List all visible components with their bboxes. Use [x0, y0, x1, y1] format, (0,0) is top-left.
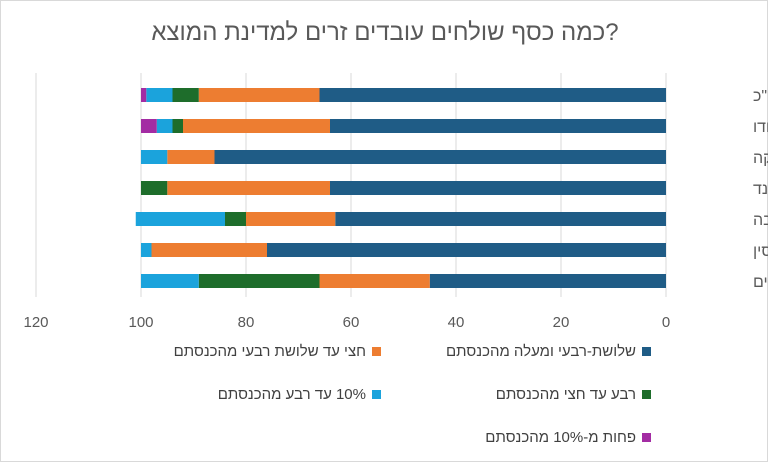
legend-item: חצי עד שלושת רבעי מהכנסתם: [174, 343, 381, 360]
bar-segment-row4-series2: [225, 212, 246, 226]
bar-segment-row3-series2: [141, 181, 168, 195]
legend-item: 10% עד רבע מהכנסתם: [218, 386, 381, 403]
bar-segment-row6-series0: [429, 274, 666, 288]
bar-segment-row0-series0: [319, 88, 666, 102]
category-label: הודו: [753, 119, 768, 136]
bar-segment-row3-series0: [330, 181, 666, 195]
category-label: סין: [753, 243, 768, 260]
bar-segment-row6-series3: [141, 274, 199, 288]
bar-segment-row4-series3: [135, 212, 225, 226]
legend-swatch: [642, 347, 651, 356]
legend-label: שלושת-רבעי ומעלה מהכנסתם: [446, 343, 636, 360]
bar-segment-row5-series0: [267, 243, 666, 257]
bar-segment-row1-series0: [330, 119, 666, 133]
category-label: פיליפינים: [753, 273, 768, 291]
bar-segment-row0-series2: [172, 88, 199, 102]
legend-swatch: [642, 390, 651, 399]
legend-swatch: [642, 433, 651, 442]
bar-segment-row1-series1: [183, 119, 330, 133]
bar-segment-row0-series3: [146, 88, 173, 102]
bar-segment-row1-series2: [172, 119, 183, 133]
bar-segment-row1-series4: [141, 119, 157, 133]
category-label: מולדובה: [753, 211, 768, 229]
x-tick-label: 100: [128, 314, 153, 331]
x-tick-label: 20: [553, 314, 570, 331]
x-tick-label: 60: [343, 314, 360, 331]
x-tick-label: 40: [448, 314, 465, 331]
legend-label: חצי עד שלושת רבעי מהכנסתם: [173, 343, 366, 360]
legend-label: רבע עד חצי מהכנסתם: [495, 386, 636, 403]
bar-segment-row5-series1: [151, 243, 267, 257]
legend-item: רבע עד חצי מהכנסתם: [496, 386, 651, 403]
bar-segment-row0-series1: [198, 88, 320, 102]
bar-segment-row2-series0: [214, 150, 666, 164]
x-tick-label: 120: [23, 314, 48, 331]
bar-segment-row6-series2: [198, 274, 320, 288]
legend-swatch: [372, 347, 381, 356]
bar-segment-row2-series3: [141, 150, 168, 164]
category-label: סרי לנקה: [753, 149, 768, 167]
bar-segment-row5-series3: [141, 243, 152, 257]
bar-segment-row4-series1: [246, 212, 336, 226]
bar-segment-row0-series4: [141, 88, 147, 102]
bar-segment-row6-series1: [319, 274, 430, 288]
legend-item: שלושת-רבעי ומעלה מהכנסתם: [446, 343, 651, 360]
category-label: תאילנד: [753, 180, 768, 198]
legend-label: פחות מ-10% מהכנסתם: [485, 429, 636, 446]
legend-item: פחות מ-10% מהכנסתם: [485, 429, 651, 446]
category-label: סה"כ: [753, 88, 768, 105]
bar-segment-row1-series3: [156, 119, 173, 133]
legend-label: 10% עד רבע מהכנסתם: [217, 386, 366, 403]
bar-segment-row2-series1: [167, 150, 215, 164]
legend-swatch: [372, 390, 381, 399]
bar-segment-row3-series1: [167, 181, 330, 195]
x-tick-label: 80: [238, 314, 255, 331]
chart-title: כמה כסף שולחים עובדים זרים למדינת המוצא?: [151, 19, 619, 46]
bar-segment-row4-series0: [335, 212, 666, 226]
x-tick-label: 0: [662, 314, 670, 331]
